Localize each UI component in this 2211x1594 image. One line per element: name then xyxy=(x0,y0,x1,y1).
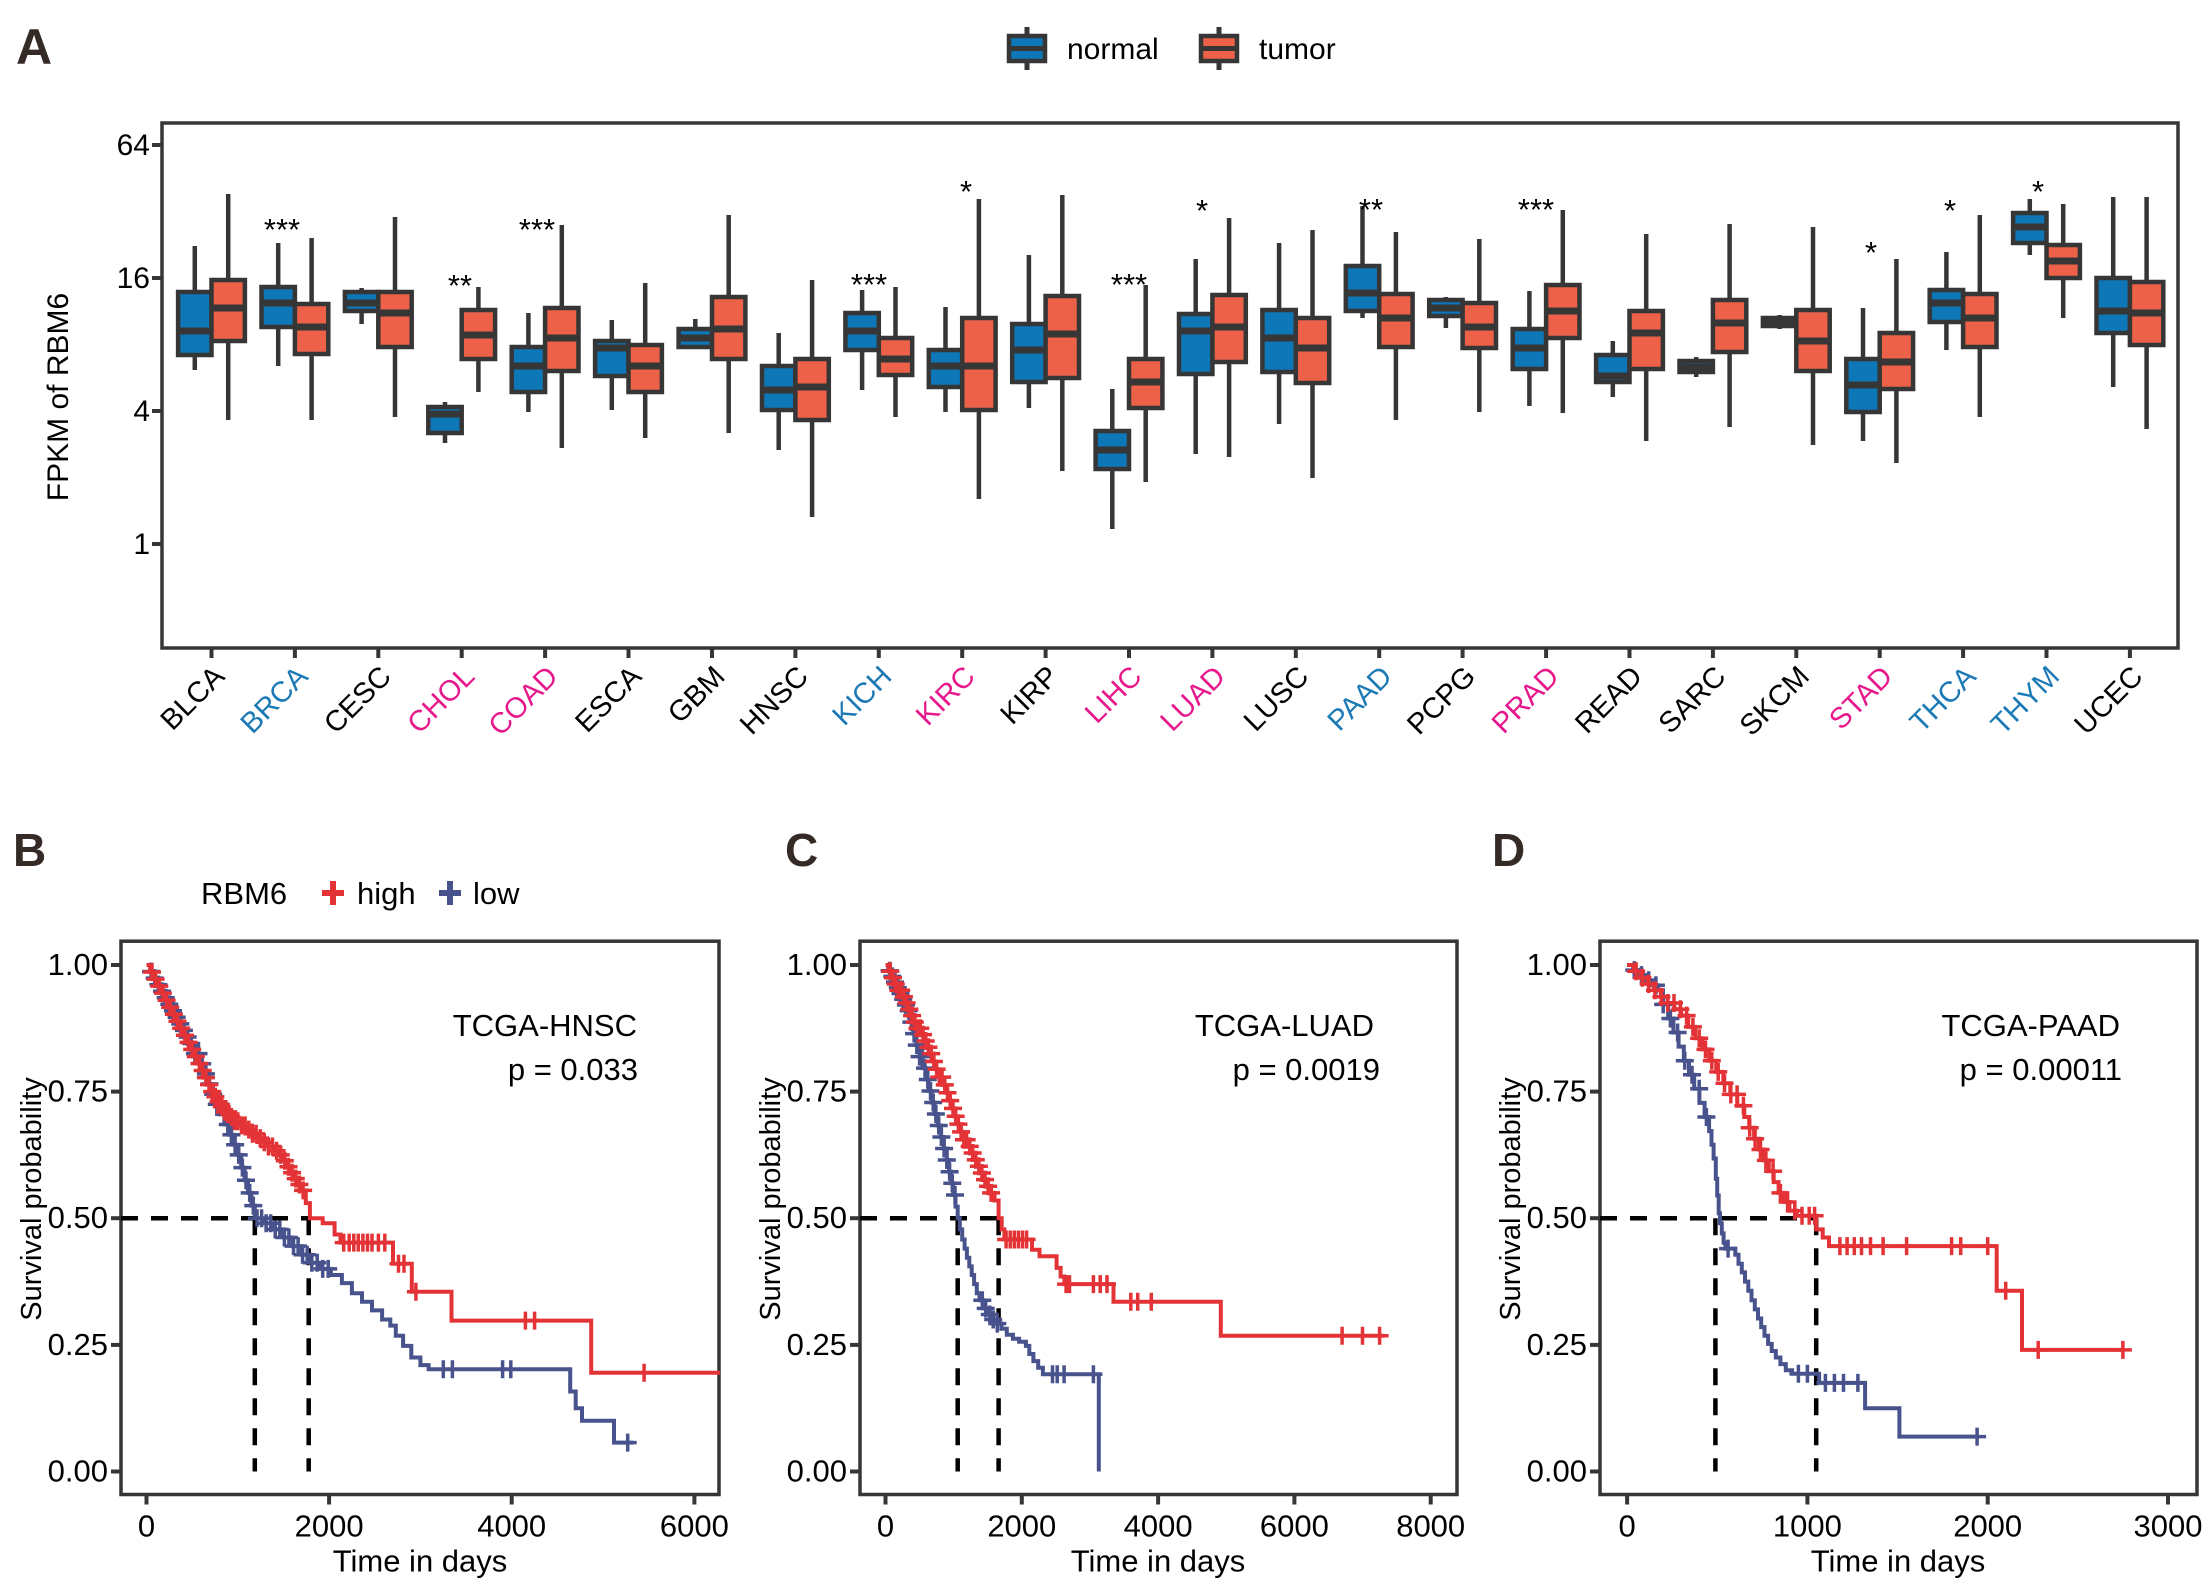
svg-text:**: ** xyxy=(1359,192,1383,227)
svg-text:TCGA-PAAD: TCGA-PAAD xyxy=(1941,1008,2120,1043)
svg-text:2000: 2000 xyxy=(295,1509,364,1544)
svg-text:6000: 6000 xyxy=(1260,1509,1329,1544)
svg-text:0.50: 0.50 xyxy=(1527,1200,1587,1235)
svg-text:Survival probability: Survival probability xyxy=(755,1077,787,1321)
svg-text:0: 0 xyxy=(877,1509,894,1544)
svg-text:3000: 3000 xyxy=(2134,1509,2203,1544)
svg-text:***: *** xyxy=(264,212,300,247)
svg-text:*: * xyxy=(1196,193,1208,228)
svg-text:A: A xyxy=(16,19,52,75)
svg-text:0.75: 0.75 xyxy=(787,1074,847,1109)
svg-text:***: *** xyxy=(851,267,887,302)
svg-text:1.00: 1.00 xyxy=(787,947,847,982)
svg-text:16: 16 xyxy=(117,262,150,295)
svg-text:low: low xyxy=(473,876,520,911)
svg-text:0.75: 0.75 xyxy=(48,1074,108,1109)
svg-text:8000: 8000 xyxy=(1396,1509,1465,1544)
svg-text:0.50: 0.50 xyxy=(48,1200,108,1235)
svg-text:p = 0.0019: p = 0.0019 xyxy=(1233,1052,1380,1087)
svg-text:high: high xyxy=(357,876,416,911)
svg-text:1000: 1000 xyxy=(1773,1509,1842,1544)
svg-text:***: *** xyxy=(519,212,555,247)
svg-text:0.50: 0.50 xyxy=(787,1200,847,1235)
svg-text:*: * xyxy=(1865,235,1877,270)
svg-text:1.00: 1.00 xyxy=(48,947,108,982)
svg-text:2000: 2000 xyxy=(1953,1509,2022,1544)
svg-text:0.00: 0.00 xyxy=(787,1454,847,1489)
svg-text:*: * xyxy=(960,174,972,209)
svg-text:p = 0.00011: p = 0.00011 xyxy=(1960,1052,2122,1087)
svg-text:64: 64 xyxy=(117,129,150,162)
svg-text:Survival probability: Survival probability xyxy=(1495,1077,1527,1321)
svg-text:TCGA-HNSC: TCGA-HNSC xyxy=(453,1008,637,1043)
svg-text:*: * xyxy=(1944,193,1956,228)
svg-text:D: D xyxy=(1492,824,1525,876)
svg-text:Time in days: Time in days xyxy=(333,1544,508,1579)
svg-text:C: C xyxy=(785,824,818,876)
svg-text:RBM6: RBM6 xyxy=(201,876,287,911)
svg-text:Time in days: Time in days xyxy=(1071,1544,1246,1579)
svg-text:p = 0.033: p = 0.033 xyxy=(508,1052,638,1087)
svg-text:**: ** xyxy=(448,268,472,303)
svg-text:*: * xyxy=(2032,174,2044,209)
svg-text:***: *** xyxy=(1111,267,1147,302)
svg-text:B: B xyxy=(13,824,46,876)
svg-text:TCGA-LUAD: TCGA-LUAD xyxy=(1195,1008,1374,1043)
svg-text:Time in days: Time in days xyxy=(1811,1544,1986,1579)
svg-text:0.25: 0.25 xyxy=(48,1327,108,1362)
svg-text:0.00: 0.00 xyxy=(1527,1454,1587,1489)
svg-text:***: *** xyxy=(1518,192,1554,227)
svg-text:1.00: 1.00 xyxy=(1527,947,1587,982)
svg-text:0.25: 0.25 xyxy=(1527,1327,1587,1362)
svg-text:0.25: 0.25 xyxy=(787,1327,847,1362)
svg-text:0: 0 xyxy=(138,1509,155,1544)
svg-text:normal: normal xyxy=(1067,33,1159,66)
svg-text:0.75: 0.75 xyxy=(1527,1074,1587,1109)
svg-text:6000: 6000 xyxy=(660,1509,729,1544)
svg-text:4000: 4000 xyxy=(477,1509,546,1544)
svg-text:1: 1 xyxy=(133,528,150,561)
svg-text:4: 4 xyxy=(133,395,150,428)
svg-text:FPKM of RBM6: FPKM of RBM6 xyxy=(42,293,75,501)
svg-text:tumor: tumor xyxy=(1259,33,1336,66)
svg-text:4000: 4000 xyxy=(1124,1509,1193,1544)
svg-text:0: 0 xyxy=(1618,1509,1635,1544)
svg-text:0.00: 0.00 xyxy=(48,1454,108,1489)
svg-text:Survival probability: Survival probability xyxy=(16,1077,48,1321)
svg-text:2000: 2000 xyxy=(987,1509,1056,1544)
